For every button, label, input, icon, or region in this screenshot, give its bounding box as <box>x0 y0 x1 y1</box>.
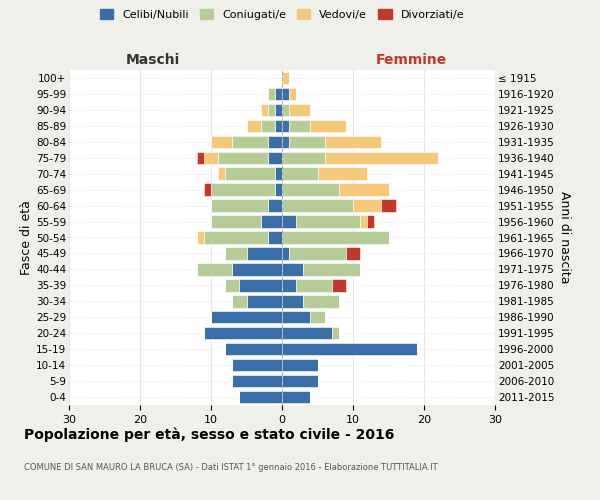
Bar <box>339 184 389 196</box>
Bar <box>225 247 247 260</box>
Bar <box>197 263 232 276</box>
Bar <box>282 152 325 164</box>
Bar <box>282 104 289 116</box>
Bar <box>232 263 282 276</box>
Bar <box>204 327 282 340</box>
Text: COMUNE DI SAN MAURO LA BRUCA (SA) - Dati ISTAT 1° gennaio 2016 - Elaborazione TU: COMUNE DI SAN MAURO LA BRUCA (SA) - Dati… <box>24 462 437 471</box>
Bar <box>289 104 310 116</box>
Bar <box>282 327 332 340</box>
Bar <box>218 152 268 164</box>
Bar <box>232 359 282 372</box>
Bar <box>211 136 232 148</box>
Bar <box>268 152 282 164</box>
Bar <box>268 136 282 148</box>
Y-axis label: Anni di nascita: Anni di nascita <box>558 191 571 284</box>
Bar <box>282 263 304 276</box>
Bar <box>268 200 282 212</box>
Bar <box>275 104 282 116</box>
Bar <box>247 247 282 260</box>
Bar <box>247 120 260 132</box>
Bar <box>310 120 346 132</box>
Bar <box>325 152 438 164</box>
Bar <box>282 88 289 100</box>
Bar <box>304 263 360 276</box>
Bar <box>282 247 289 260</box>
Bar <box>275 120 282 132</box>
Bar <box>232 295 247 308</box>
Text: Maschi: Maschi <box>126 54 180 68</box>
Bar <box>382 200 395 212</box>
Bar <box>282 359 317 372</box>
Bar <box>289 88 296 100</box>
Legend: Celibi/Nubili, Coniugati/e, Vedovi/e, Divorziati/e: Celibi/Nubili, Coniugati/e, Vedovi/e, Di… <box>97 6 467 23</box>
Bar <box>247 295 282 308</box>
Bar <box>332 327 339 340</box>
Bar <box>211 184 275 196</box>
Bar <box>268 88 275 100</box>
Bar <box>325 136 382 148</box>
Bar <box>211 216 260 228</box>
Bar <box>282 279 296 291</box>
Bar <box>275 168 282 180</box>
Bar <box>239 279 282 291</box>
Bar <box>260 216 282 228</box>
Bar <box>282 136 289 148</box>
Bar <box>282 391 310 403</box>
Bar <box>282 375 317 388</box>
Bar <box>296 279 332 291</box>
Bar <box>282 295 304 308</box>
Bar <box>289 120 310 132</box>
Bar <box>282 200 353 212</box>
Bar <box>225 279 239 291</box>
Bar <box>304 295 339 308</box>
Bar <box>296 216 360 228</box>
Bar <box>346 247 360 260</box>
Bar <box>211 200 268 212</box>
Y-axis label: Fasce di età: Fasce di età <box>20 200 33 275</box>
Bar <box>225 168 275 180</box>
Bar <box>232 136 268 148</box>
Bar <box>282 72 289 84</box>
Bar <box>260 120 275 132</box>
Bar <box>282 343 417 355</box>
Bar <box>353 200 382 212</box>
Bar <box>232 375 282 388</box>
Bar <box>260 104 268 116</box>
Text: Femmine: Femmine <box>376 54 446 68</box>
Bar <box>204 184 211 196</box>
Bar <box>204 232 268 243</box>
Bar <box>282 168 317 180</box>
Bar <box>289 247 346 260</box>
Bar <box>282 311 310 324</box>
Bar <box>282 232 389 243</box>
Bar <box>275 184 282 196</box>
Bar <box>268 104 275 116</box>
Bar <box>317 168 367 180</box>
Bar <box>282 184 339 196</box>
Bar <box>197 232 204 243</box>
Bar <box>239 391 282 403</box>
Bar <box>211 311 282 324</box>
Bar <box>204 152 218 164</box>
Text: Popolazione per età, sesso e stato civile - 2016: Popolazione per età, sesso e stato civil… <box>24 428 394 442</box>
Bar <box>282 120 289 132</box>
Bar <box>218 168 225 180</box>
Bar <box>282 216 296 228</box>
Bar <box>289 136 325 148</box>
Bar <box>225 343 282 355</box>
Bar <box>332 279 346 291</box>
Bar <box>367 216 374 228</box>
Bar <box>197 152 204 164</box>
Bar <box>360 216 367 228</box>
Bar <box>275 88 282 100</box>
Bar <box>310 311 325 324</box>
Bar <box>268 232 282 243</box>
